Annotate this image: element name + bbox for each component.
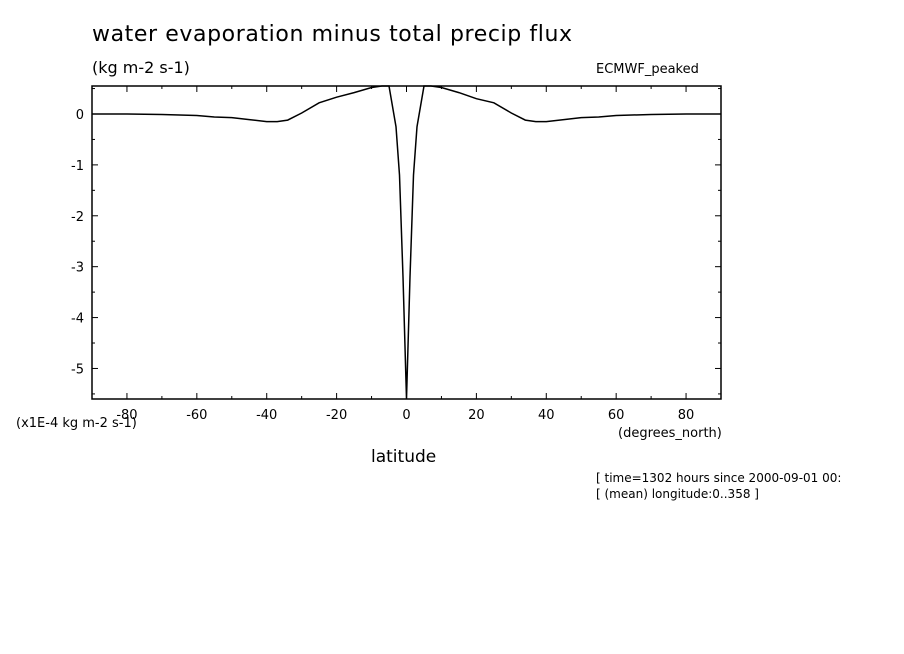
- meta-time: [ time=1302 hours since 2000-09-01 00:: [596, 471, 842, 485]
- x-tick-label: 80: [678, 408, 695, 423]
- x-tick-label: 40: [538, 408, 555, 423]
- x-tick-label: 60: [608, 408, 625, 423]
- y-tick-label: 0: [76, 108, 84, 123]
- x-tick-label: -80: [116, 408, 137, 423]
- chart-title: water evaporation minus total precip flu…: [92, 22, 573, 47]
- chart-subtitle: (kg m-2 s-1): [92, 58, 190, 77]
- y-tick-label: -3: [71, 261, 84, 276]
- tick-marks: [91, 86, 722, 399]
- x-axis-label: latitude: [371, 447, 437, 467]
- plot-frame: [91, 85, 722, 400]
- y-tick-label: -2: [71, 210, 84, 225]
- y-tick-label: -1: [71, 159, 84, 174]
- y-tick-label: -5: [71, 362, 84, 377]
- dataset-label: ECMWF_peaked: [596, 62, 699, 77]
- x-tick-label: -20: [326, 408, 347, 423]
- x-tick-label: -40: [256, 408, 277, 423]
- meta-longitude: [ (mean) longitude:0..358 ]: [596, 487, 759, 501]
- x-tick-label: 20: [468, 408, 485, 423]
- x-tick-label: 0: [402, 408, 410, 423]
- series-line: [92, 85, 721, 400]
- y-units-label: (x1E-4 kg m-2 s-1): [16, 416, 137, 431]
- x-units-label: (degrees_north): [618, 426, 722, 441]
- y-tick-label: -4: [71, 312, 84, 327]
- x-tick-label: -60: [186, 408, 207, 423]
- tick-labels: -80 -60 -40 -20 0 20 40 60 80 0 -1 -2 -3 -4 -5: [71, 108, 694, 423]
